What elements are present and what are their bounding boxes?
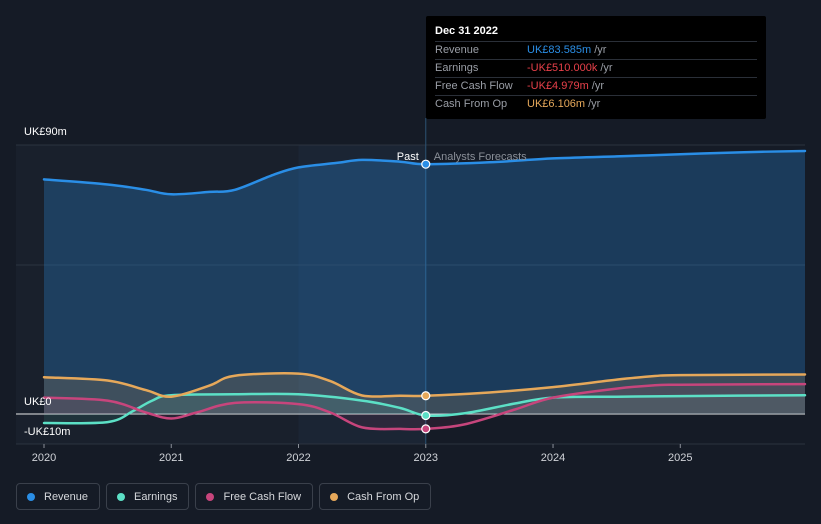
earnings-area	[44, 393, 805, 424]
x-tick-label: 2020	[32, 452, 56, 464]
tooltip-value: UK£83.585m	[527, 44, 592, 56]
legend-label: Free Cash Flow	[223, 490, 302, 503]
cash-from-op-marker	[421, 391, 431, 401]
free-cash-flow-area	[44, 384, 805, 430]
tooltip-row-free-cash-flow: Free Cash Flow -UK£4.979m /yr	[435, 77, 757, 95]
legend-label: Revenue	[44, 490, 89, 503]
tooltip-label: Revenue	[435, 44, 480, 56]
revenue-marker	[421, 159, 431, 169]
x-tick-label: 2022	[286, 452, 310, 464]
legend-item-revenue[interactable]: Revenue	[16, 483, 101, 510]
free-cash-flow-line	[42, 382, 807, 431]
cash-from-op-line	[42, 372, 807, 398]
tooltip-unit: /yr	[591, 80, 604, 92]
y-axis-label-bottom: -UK£10m	[24, 426, 71, 438]
legend-item-cash-from-op[interactable]: Cash From Op	[319, 483, 432, 510]
tooltip-row-cash-from-op: Cash From Op UK£6.106m /yr	[435, 95, 757, 113]
earnings-line	[42, 392, 807, 425]
highlight-band	[298, 145, 426, 444]
tooltip-label: Cash From Op	[435, 98, 508, 110]
legend-item-free-cash-flow[interactable]: Free Cash Flow	[195, 483, 314, 510]
legend-label: Cash From Op	[347, 490, 420, 503]
y-axis-label-zero: UK£0	[24, 396, 52, 408]
revenue-line	[42, 149, 807, 196]
x-tick-label: 2024	[541, 452, 565, 464]
legend-dot-icon	[27, 492, 35, 501]
tooltip-row-earnings: Earnings -UK£510.000k /yr	[435, 59, 757, 77]
free-cash-flow-marker	[421, 424, 431, 434]
tooltip-value: -UK£4.979m	[527, 80, 589, 92]
tooltip-unit: /yr	[588, 98, 601, 110]
tooltip-label: Free Cash Flow	[435, 80, 513, 92]
legend-dot-icon	[206, 492, 215, 501]
tooltip-unit: /yr	[600, 62, 613, 74]
past-label: Past	[397, 151, 419, 163]
tooltip: Dec 31 2022 Revenue UK£83.585m /yr Earni…	[426, 16, 766, 119]
legend-dot-icon	[330, 492, 339, 501]
tooltip-date: Dec 31 2022	[435, 25, 498, 37]
y-axis-label-top: UK£90m	[24, 126, 67, 138]
tooltip-value: -UK£510.000k	[527, 62, 598, 74]
legend: Revenue Earnings Free Cash Flow Cash Fro…	[16, 483, 432, 510]
tooltip-unit: /yr	[594, 44, 607, 56]
legend-label: Earnings	[134, 490, 178, 503]
earnings-marker	[421, 410, 431, 421]
forecast-label: Analysts Forecasts	[434, 151, 527, 163]
tooltip-value: UK£6.106m	[527, 98, 586, 110]
tooltip-row-revenue: Revenue UK£83.585m /yr	[435, 41, 757, 59]
tooltip-label: Earnings	[435, 62, 479, 74]
legend-item-earnings[interactable]: Earnings	[106, 483, 190, 510]
x-tick-label: 2023	[414, 452, 438, 464]
legend-dot-icon	[117, 492, 126, 501]
x-tick-label: 2025	[668, 452, 692, 464]
revenue-area	[44, 151, 805, 414]
x-tick-label: 2021	[159, 452, 183, 464]
